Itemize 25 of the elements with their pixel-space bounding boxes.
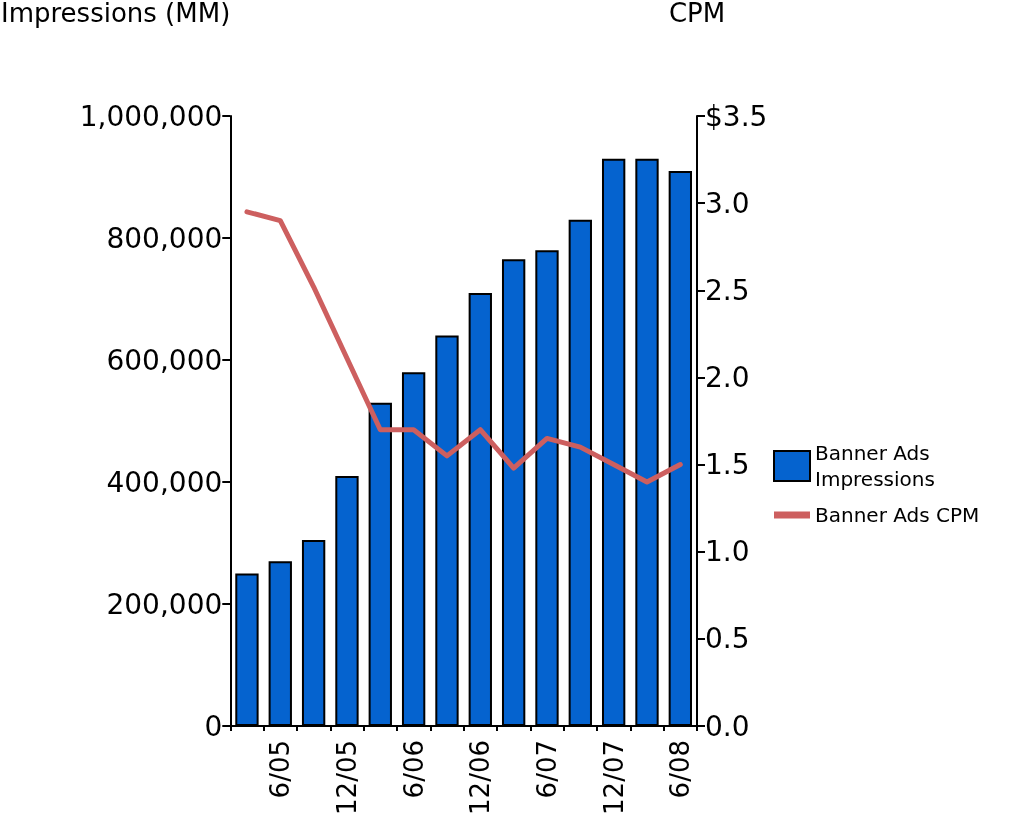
y-tick-label: 400,000 xyxy=(106,465,223,499)
x-tick-label: 6/07 xyxy=(531,740,562,799)
y-tick-label: 0 xyxy=(204,709,223,743)
y-tick-label: 800,000 xyxy=(106,221,223,255)
y2-tick-label: 1.5 xyxy=(705,448,750,482)
y2-tick-label: 0.0 xyxy=(705,709,750,743)
legend-label: Banner Ads CPM xyxy=(815,503,980,527)
y-tick-label: 1,000,000 xyxy=(79,99,223,133)
x-tick-label: 6/05 xyxy=(265,740,296,799)
x-tick-label: 12/07 xyxy=(598,740,629,815)
y2-tick-label: 2.5 xyxy=(705,273,750,307)
x-tick-label: 6/06 xyxy=(398,740,429,799)
y2-tick-label: 1.0 xyxy=(705,535,750,569)
y2-tick-label: 2.0 xyxy=(705,360,750,394)
legend-label: Banner Ads Impressions xyxy=(815,441,935,491)
y-axis-title: Impressions (MM) xyxy=(1,0,231,28)
y2-tick-label: 3.0 xyxy=(705,186,750,220)
y2-tick-label: 0.5 xyxy=(705,622,750,656)
y-tick-label: 600,000 xyxy=(106,343,223,377)
y2-axis-title: CPM xyxy=(668,0,726,28)
y2-tick-label: $3.5 xyxy=(705,99,768,133)
x-tick-label: 12/05 xyxy=(331,740,362,815)
y-tick-label: 200,000 xyxy=(106,587,223,621)
x-tick-label: 6/08 xyxy=(665,740,696,799)
x-tick-label: 12/06 xyxy=(465,740,496,815)
